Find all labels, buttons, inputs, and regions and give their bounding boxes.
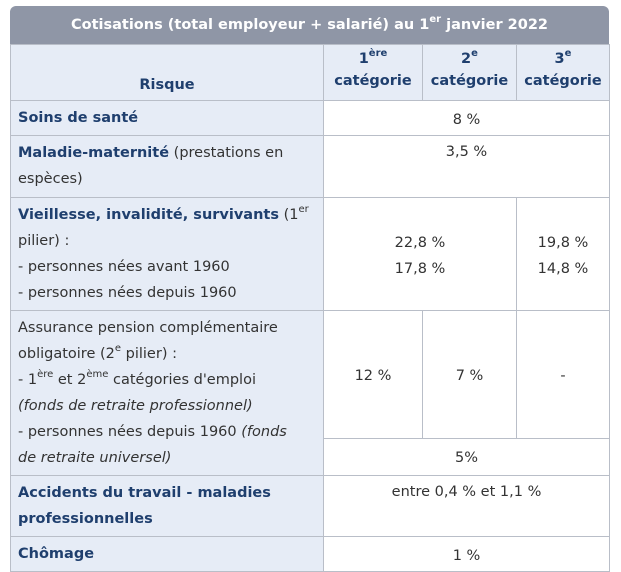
value-compl-cat1: 12 % bbox=[323, 310, 423, 439]
cat1-word: catégorie bbox=[334, 73, 412, 89]
row-accidents: Accidents du travail - maladies professi… bbox=[10, 475, 610, 537]
contributions-table-container: Cotisations (total employeur + salarié) … bbox=[10, 6, 610, 572]
header-row: Risque 1ère catégorie 2e catégorie 3e catég… bbox=[10, 44, 610, 101]
value-vieillesse-cat3: 19,8 % 14,8 % bbox=[516, 197, 610, 311]
compl-line6: de retraite universel) bbox=[18, 450, 172, 466]
cat3-sup: e bbox=[564, 48, 572, 59]
compl-line3sup1: ère bbox=[37, 369, 54, 380]
compl-line3b: et 2 bbox=[53, 372, 87, 388]
cat2-word: catégorie bbox=[430, 73, 509, 89]
label-chomage: Chômage bbox=[10, 536, 324, 572]
v3-b: 14,8 % bbox=[537, 260, 589, 277]
caption-sup: er bbox=[429, 14, 442, 25]
cat2-sup: e bbox=[471, 48, 478, 59]
vieillesse-bold: Vieillesse, invalidité, survivants bbox=[18, 207, 279, 223]
vieillesse-line1: - personnes nées avant 1960 bbox=[18, 259, 230, 275]
row-chomage: Chômage 1 % bbox=[10, 536, 610, 572]
value-soins: 8 % bbox=[323, 100, 610, 136]
compl-line3c: catégories d'emploi bbox=[108, 372, 256, 388]
compl-line4: (fonds de retraite professionnel) bbox=[18, 398, 253, 414]
contributions-table: Risque 1ère catégorie 2e catégorie 3e catég… bbox=[10, 44, 610, 572]
row-soins: Soins de santé 8 % bbox=[10, 100, 610, 136]
compl-line5b: (fonds bbox=[241, 424, 287, 440]
row-complementaire: Assurance pension complémentaire obligato… bbox=[10, 310, 610, 476]
header-cat1: 1ère catégorie bbox=[323, 44, 423, 101]
compl-line2b: pilier) : bbox=[121, 346, 177, 362]
value-compl-universel: 5% bbox=[323, 437, 610, 477]
v3-a: 19,8 % bbox=[537, 234, 589, 251]
compl-line3sup2: ème bbox=[86, 369, 109, 380]
label-maladie: Maladie-maternité (prestations en espèce… bbox=[10, 135, 324, 198]
v12-a: 22,8 % bbox=[394, 234, 446, 251]
value-accidents: entre 0,4 % et 1,1 % bbox=[323, 475, 610, 537]
header-cat3: 3e catégorie bbox=[516, 44, 610, 101]
cat1-sup: ère bbox=[368, 48, 388, 59]
value-maladie: 3,5 % bbox=[323, 135, 610, 198]
compl-line2sup: e bbox=[114, 343, 122, 354]
compl-line2a: obligatoire (2 bbox=[18, 346, 115, 362]
v12-b: 17,8 % bbox=[394, 260, 446, 277]
value-compl-cat2: 7 % bbox=[422, 310, 517, 439]
vieillesse-line2: - personnes nées depuis 1960 bbox=[18, 285, 237, 301]
label-soins: Soins de santé bbox=[10, 100, 324, 136]
value-compl-cat3: - bbox=[516, 310, 610, 439]
label-complementaire: Assurance pension complémentaire obligato… bbox=[10, 310, 324, 476]
vieillesse-rest-b: pilier) : bbox=[18, 233, 70, 249]
row-vieillesse: Vieillesse, invalidité, survivants (1er … bbox=[10, 197, 610, 311]
maladie-bold: Maladie-maternité bbox=[18, 145, 170, 161]
cat3-word: catégorie bbox=[524, 73, 602, 89]
compl-line3a: - 1 bbox=[18, 372, 38, 388]
row-maladie: Maladie-maternité (prestations en espèce… bbox=[10, 135, 610, 198]
caption-tail: janvier 2022 bbox=[441, 17, 548, 33]
compl-line1: Assurance pension complémentaire bbox=[18, 320, 278, 336]
vieillesse-rest-a: (1 bbox=[278, 207, 299, 223]
header-risque: Risque bbox=[10, 44, 324, 101]
label-vieillesse: Vieillesse, invalidité, survivants (1er … bbox=[10, 197, 324, 311]
cat3-num: 3 bbox=[554, 51, 565, 67]
header-cat2: 2e catégorie bbox=[422, 44, 517, 101]
label-accidents: Accidents du travail - maladies professi… bbox=[10, 475, 324, 537]
vieillesse-sup: er bbox=[298, 204, 309, 215]
value-chomage: 1 % bbox=[323, 536, 610, 572]
cat2-num: 2 bbox=[461, 51, 472, 67]
cat1-num: 1 bbox=[358, 51, 369, 67]
caption-text: Cotisations (total employeur + salarié) … bbox=[70, 17, 430, 33]
value-vieillesse-cat12: 22,8 % 17,8 % bbox=[323, 197, 517, 311]
table-caption: Cotisations (total employeur + salarié) … bbox=[10, 6, 609, 44]
maladie-rest: (prestations en espèces) bbox=[18, 145, 284, 187]
row-complementaire-universel: 5% bbox=[11, 437, 610, 477]
compl-line5a: - personnes nées depuis 1960 bbox=[18, 424, 242, 440]
